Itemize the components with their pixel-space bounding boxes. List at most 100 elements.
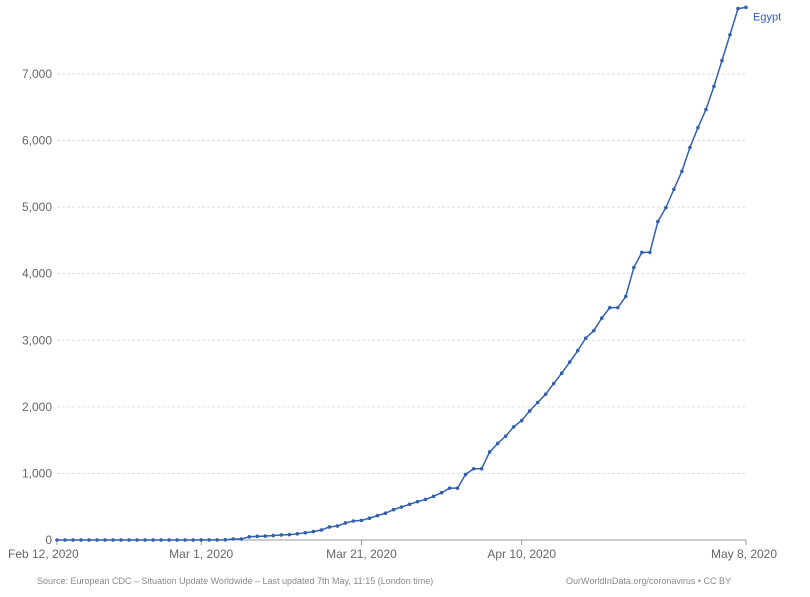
data-point <box>119 538 123 542</box>
data-point <box>624 294 628 299</box>
series-end-label: Egypt <box>753 11 781 23</box>
data-point <box>95 538 99 542</box>
data-point <box>608 305 612 310</box>
data-point <box>656 219 660 224</box>
data-point <box>455 486 460 490</box>
y-tick-label: 5,000 <box>22 200 52 214</box>
data-point <box>704 107 708 112</box>
data-point <box>135 538 139 542</box>
data-point <box>103 538 107 542</box>
data-point <box>55 538 59 542</box>
data-point <box>63 538 67 542</box>
data-point <box>199 538 204 542</box>
data-point <box>503 434 508 438</box>
data-point <box>648 250 652 255</box>
data-point <box>712 84 716 89</box>
data-point <box>343 521 348 525</box>
data-point <box>447 486 452 490</box>
data-point <box>239 537 244 541</box>
x-tick-label: Mar 21, 2020 <box>326 547 397 561</box>
y-tick-label: 7,000 <box>22 67 52 81</box>
data-point <box>583 336 588 340</box>
data-point <box>127 538 131 542</box>
data-point <box>183 538 187 542</box>
x-tick-label: Mar 1, 2020 <box>169 547 233 561</box>
data-point <box>399 505 404 509</box>
data-point <box>271 533 276 538</box>
data-point <box>664 205 668 210</box>
data-point <box>672 187 676 192</box>
data-point <box>511 425 516 429</box>
data-point <box>559 371 564 376</box>
data-point <box>599 316 604 320</box>
data-point <box>279 533 284 537</box>
data-point <box>375 513 380 518</box>
x-tick-label: Feb 12, 2020 <box>8 547 79 561</box>
data-point <box>111 538 115 542</box>
data-point <box>263 534 268 538</box>
data-point <box>191 538 195 542</box>
data-point <box>255 534 260 539</box>
data-point <box>367 516 372 521</box>
data-point <box>479 466 484 471</box>
data-point <box>551 381 556 386</box>
data-point <box>143 538 147 542</box>
data-point <box>231 537 236 541</box>
data-point <box>696 125 700 130</box>
data-point <box>423 497 428 502</box>
data-point <box>151 538 155 542</box>
data-point <box>335 524 340 528</box>
data-point <box>359 518 364 523</box>
data-point <box>487 450 492 454</box>
data-point <box>720 58 724 63</box>
source-note: Source: European CDC – Situation Update … <box>37 576 434 586</box>
data-point <box>319 528 324 532</box>
data-point <box>495 441 500 446</box>
data-point <box>744 5 748 10</box>
y-tick-label: 0 <box>45 533 52 547</box>
data-point <box>535 400 540 405</box>
data-point <box>471 466 476 471</box>
y-tick-label: 1,000 <box>22 466 52 480</box>
data-point <box>616 305 620 310</box>
y-tick-label: 3,000 <box>22 333 52 347</box>
y-tick-label: 6,000 <box>22 134 52 148</box>
data-point <box>247 535 252 539</box>
y-tick-label: 2,000 <box>22 400 52 414</box>
data-point <box>680 169 684 174</box>
data-point <box>415 499 420 504</box>
data-point <box>287 532 292 537</box>
data-point <box>207 538 212 542</box>
data-point <box>632 265 636 270</box>
data-point <box>295 532 300 536</box>
data-point <box>567 360 572 364</box>
gridlines <box>57 73 746 474</box>
data-point <box>736 6 740 11</box>
series-group: Egypt <box>55 5 781 542</box>
data-point <box>688 145 692 150</box>
data-point <box>79 538 83 542</box>
y-tick-label: 4,000 <box>22 267 52 281</box>
data-point <box>351 519 356 523</box>
data-point <box>71 538 75 542</box>
data-point <box>527 409 532 413</box>
data-point <box>391 507 396 512</box>
data-point <box>215 538 220 542</box>
y-axis-tick-labels: 0 1,000 2,000 3,000 4,000 5,000 6,000 7,000 <box>22 67 52 547</box>
data-point <box>463 472 468 477</box>
license-note[interactable]: OurWorldInData.org/coronavirus • CC BY <box>566 576 732 586</box>
data-point <box>439 490 444 495</box>
data-point <box>223 538 228 542</box>
data-point <box>591 328 596 333</box>
data-point <box>167 538 171 542</box>
line-chart: 0 1,000 2,000 3,000 4,000 5,000 6,000 7,000 Feb… <box>8 5 781 561</box>
data-point <box>640 250 644 255</box>
footer: Source: European CDC – Situation Update … <box>0 572 810 590</box>
data-point <box>311 529 316 534</box>
data-point <box>728 32 732 37</box>
data-point <box>383 511 388 516</box>
data-point <box>407 502 412 507</box>
data-point <box>543 392 548 396</box>
data-point <box>575 348 580 353</box>
data-point <box>327 525 332 529</box>
